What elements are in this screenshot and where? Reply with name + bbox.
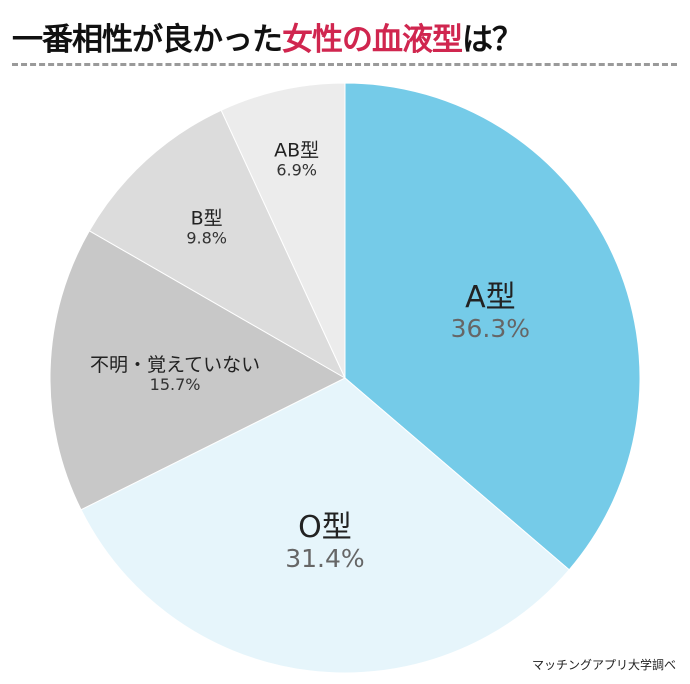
- slice-category-label: A型: [465, 280, 516, 315]
- title-highlight: 女性の血液型: [282, 22, 463, 58]
- pie-slice-2: [49, 230, 347, 511]
- pie-slice-1: [80, 377, 570, 674]
- title-prefix: 一番相性が良かった: [12, 22, 283, 58]
- slice-category-label: AB型: [274, 139, 319, 161]
- dashed-divider: [12, 63, 677, 66]
- slice-category-label: 不明・覚えていない: [90, 354, 260, 376]
- pie-slice-0: [344, 82, 641, 571]
- slice-category-label: B型: [191, 208, 223, 230]
- chart-title: 一番相性が良かった女性の血液型は？: [12, 14, 523, 59]
- slice-percent-label: 9.8%: [186, 229, 227, 248]
- slice-category-label: O型: [298, 510, 352, 545]
- slice-percent-label: 36.3%: [451, 314, 530, 343]
- pie-slice-4: [220, 82, 346, 379]
- source-note: マッチングアプリ大学調べ: [531, 658, 676, 672]
- pie-slice-3: [88, 109, 347, 380]
- slice-percent-label: 15.7%: [150, 375, 201, 394]
- slice-percent-label: 6.9%: [276, 160, 317, 179]
- slice-percent-label: 31.4%: [285, 544, 364, 573]
- title-suffix: は？: [462, 22, 523, 58]
